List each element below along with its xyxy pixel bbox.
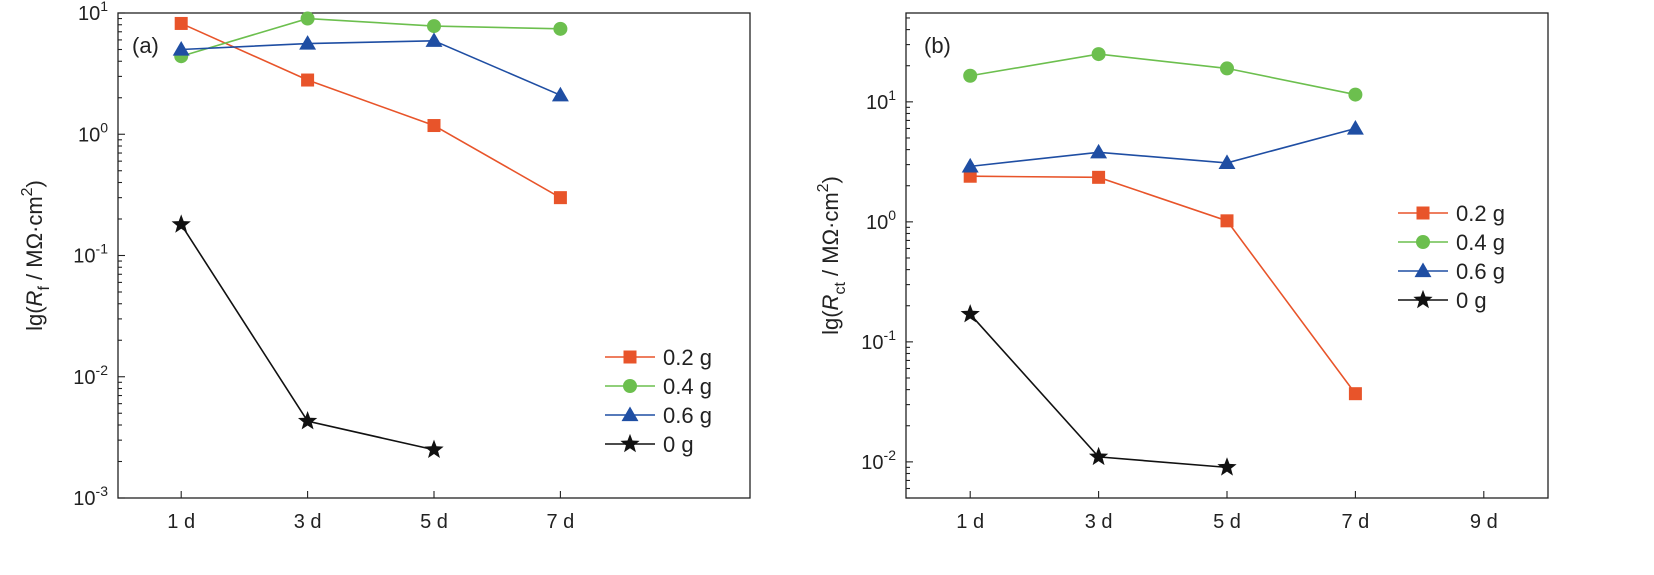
chart-panel-b: 10-2 10-1 100 101 1 d 3 d 5 d 7 d 9 d (b) lg(Rct /… (815, 12, 1549, 533)
x-tick-label: 7 d (1341, 511, 1369, 533)
legend-entry: 0.2 g (605, 345, 712, 370)
y-axis-title: lg(Rf / MΩ·cm2) (19, 180, 53, 331)
data-point (1092, 170, 1106, 184)
panel-label: (a) (132, 33, 159, 58)
legend-entry: 0.6 g (1398, 259, 1505, 284)
y-tick-label: 101 (866, 87, 896, 114)
legend-label: 0.4 g (1456, 230, 1505, 255)
legend-marker (620, 433, 640, 453)
legend-label: 0 g (1456, 288, 1487, 313)
series-0_2g (963, 169, 1362, 401)
series-line (969, 313, 1228, 469)
data-point (963, 68, 978, 83)
legend-label: 0.6 g (1456, 259, 1505, 284)
series-0_6g (172, 32, 569, 102)
data-point (427, 19, 441, 34)
data-point (174, 16, 188, 30)
legend-entry: 0.2 g (1398, 201, 1505, 226)
data-point (553, 21, 568, 36)
legend-label: 0.2 g (663, 345, 712, 370)
plot-frame (117, 12, 751, 499)
data-point (1218, 154, 1236, 170)
legend-marker (1414, 262, 1432, 278)
data-point (1091, 47, 1106, 62)
legend-entry: 0 g (1398, 288, 1487, 313)
x-tick-label: 3 d (1085, 511, 1113, 533)
x-tick-label: 5 d (420, 511, 448, 533)
legend-label: 0 g (663, 432, 694, 457)
y-tick-label: 10-3 (73, 483, 108, 510)
y-axis-title: lg(Rct / MΩ·cm2) (815, 176, 849, 335)
series-line (970, 175, 1357, 395)
data-point (1090, 143, 1108, 159)
legend-marker (623, 379, 637, 393)
series-0g (960, 304, 1237, 476)
series-line (180, 17, 561, 57)
y-tick-label: 101 (78, 0, 108, 25)
x-tick-label: 1 d (956, 511, 984, 533)
series-0g (171, 214, 444, 458)
x-tick-label: 3 d (294, 511, 322, 533)
y-tick-label: 10-2 (73, 362, 108, 389)
data-point (301, 73, 315, 87)
data-point (553, 191, 567, 205)
y-tick-label: 100 (78, 119, 108, 146)
series-line (970, 53, 1356, 96)
series-line (180, 22, 561, 199)
legend-label: 0.2 g (1456, 201, 1505, 226)
plot-frame (905, 12, 1549, 499)
data-point (960, 304, 980, 323)
y-tick-label: 10-2 (861, 447, 896, 474)
y-tick-label: 10-1 (861, 327, 896, 354)
panel-label: (b) (924, 33, 951, 58)
series-0_4g (174, 11, 568, 64)
series-0_4g (963, 47, 1363, 102)
data-point (1346, 120, 1364, 135)
legend-entry: 0.4 g (1398, 230, 1505, 255)
x-tick-label: 7 d (546, 511, 574, 533)
data-point (1220, 61, 1234, 76)
data-point (1217, 457, 1237, 476)
data-point (172, 41, 190, 56)
series-0_2g (174, 16, 567, 205)
legend-marker (623, 350, 637, 364)
series-0_6g (961, 120, 1364, 173)
legend-marker (1416, 235, 1430, 249)
legend-marker (1413, 289, 1433, 309)
data-point (427, 119, 441, 133)
data-point (300, 11, 315, 26)
data-point (297, 411, 318, 430)
legend-entry: 0.4 g (605, 374, 712, 399)
data-point (425, 32, 443, 47)
legend-marker (621, 406, 639, 422)
series-line (181, 39, 561, 96)
data-point (551, 86, 569, 102)
y-tick-label: 100 (866, 207, 896, 234)
data-point (1088, 446, 1109, 466)
x-tick-label: 9 d (1470, 511, 1498, 533)
legend-label: 0.6 g (663, 403, 712, 428)
chart-panel-a: 10-3 10-2 10-1 100 101 1 d 3 d 5 d 7 d (a) lg(Rf /… (19, 0, 751, 533)
data-point (961, 157, 979, 173)
data-point (171, 214, 191, 233)
data-point (1220, 214, 1234, 228)
legend-entry: 0.6 g (605, 403, 712, 428)
data-point (963, 169, 977, 183)
legend-label: 0.4 g (663, 374, 712, 399)
series-line (970, 127, 1356, 168)
legend-entry: 0 g (605, 432, 694, 457)
data-point (424, 439, 444, 458)
x-tick-label: 1 d (167, 511, 195, 533)
data-point (1348, 387, 1362, 401)
data-point (299, 35, 317, 50)
data-point (1348, 87, 1363, 102)
y-tick-label: 10-1 (73, 241, 108, 268)
legend-marker (1416, 206, 1430, 220)
x-tick-label: 5 d (1213, 511, 1241, 533)
